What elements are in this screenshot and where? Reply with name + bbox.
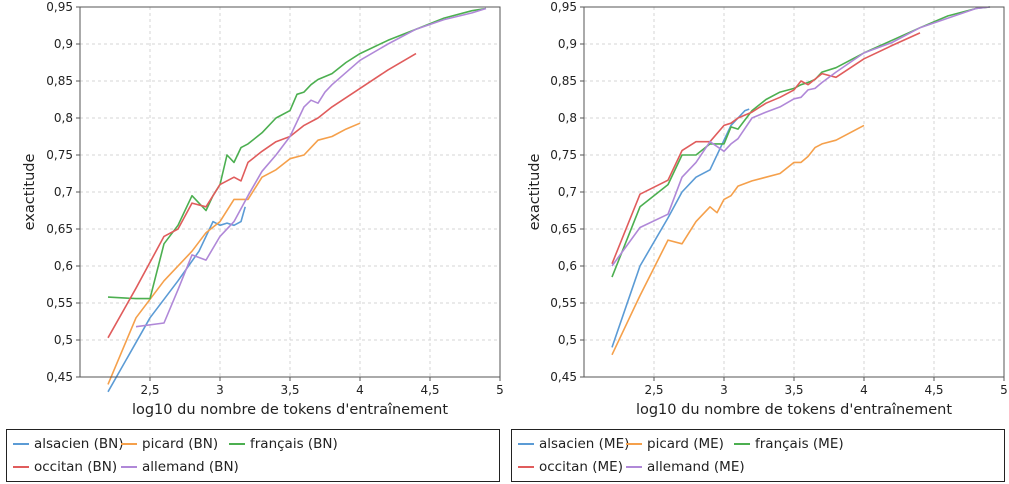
legend-swatch — [734, 443, 750, 445]
y-tick-label: 0,65 — [550, 222, 577, 236]
y-tick-label: 0,55 — [46, 296, 73, 310]
legend-item: picard (BN) — [121, 436, 218, 452]
y-tick-label: 0,8 — [54, 111, 73, 125]
legend-swatch — [121, 443, 137, 445]
legend-item: alsacien (BN) — [13, 436, 124, 452]
x-tick-label: 4 — [860, 383, 868, 397]
y-tick-label: 0,9 — [54, 37, 73, 51]
legend-item: picard (ME) — [626, 436, 724, 452]
legend-swatch — [229, 443, 245, 445]
legend-label: occitan (BN) — [34, 459, 118, 475]
y-tick-label: 0,65 — [46, 222, 73, 236]
y-tick-label: 0,55 — [550, 296, 577, 310]
legend-label: français (BN) — [250, 436, 338, 452]
legend-bn: alsacien (BN) picard (BN) français (BN) occ… — [6, 429, 500, 482]
x-tick-label: 4,5 — [924, 383, 943, 397]
y-tick-label: 0,45 — [46, 370, 73, 384]
y-tick-label: 0,6 — [558, 259, 577, 273]
legend-label: allemand (BN) — [142, 459, 239, 475]
x-tick-label: 5 — [1000, 383, 1008, 397]
x-axis-label: log10 du nombre de tokens d'entraînement — [636, 402, 952, 418]
legend-item: français (BN) — [229, 436, 338, 452]
y-tick-label: 0,85 — [46, 74, 73, 88]
legend-item: allemand (ME) — [626, 459, 745, 475]
series-line-occitan — [107, 52, 417, 339]
x-tick-label: 2,5 — [140, 383, 159, 397]
series-line-picard — [107, 122, 361, 385]
y-tick-label: 0,5 — [54, 333, 73, 347]
series-line-picard — [611, 124, 865, 356]
chart-bn: 2,5 3 3,5 4 4,5 5 0,45 0,5 0,55 0,6 0,65 0,7 0,75 0,8… — [22, 0, 504, 418]
series-line-allemand — [135, 7, 487, 328]
legend-swatch — [518, 443, 534, 445]
legend-swatch — [13, 443, 29, 445]
series-line-occitan — [611, 32, 921, 265]
y-tick-label: 0,8 — [558, 111, 577, 125]
y-tick-label: 0,95 — [46, 0, 73, 14]
legend-swatch — [13, 466, 29, 468]
legend-item: occitan (ME) — [518, 459, 623, 475]
y-tick-label: 0,5 — [558, 333, 577, 347]
series-line-français — [611, 6, 991, 278]
x-tick-label: 4 — [356, 383, 364, 397]
x-tick-label: 2,5 — [644, 383, 663, 397]
legend-label: allemand (ME) — [647, 459, 745, 475]
series-line-allemand — [611, 6, 991, 267]
legend-item: alsacien (ME) — [518, 436, 629, 452]
grid — [80, 6, 501, 378]
x-tick-label: 5 — [496, 383, 504, 397]
legend-item: occitan (BN) — [13, 459, 117, 475]
y-tick-label: 0,75 — [550, 148, 577, 162]
legend-swatch — [626, 466, 642, 468]
legend-label: français (ME) — [755, 436, 844, 452]
series-line-alsacien — [611, 108, 750, 348]
x-tick-label: 4,5 — [420, 383, 439, 397]
grid — [584, 6, 1005, 378]
legend-label: alsacien (BN) — [34, 436, 124, 452]
legend-swatch — [518, 466, 534, 468]
x-tick-label: 3,5 — [784, 383, 803, 397]
legend-label: alsacien (ME) — [539, 436, 630, 452]
legend-item: allemand (BN) — [121, 459, 239, 475]
x-tick-label: 3 — [216, 383, 224, 397]
x-axis-label: log10 du nombre de tokens d'entraînement — [132, 402, 448, 418]
legend-me: alsacien (ME) picard (ME) français (ME) occ… — [511, 429, 1005, 482]
y-tick-label: 0,75 — [46, 148, 73, 162]
legend-item: français (ME) — [734, 436, 844, 452]
legend-swatch — [626, 443, 642, 445]
series-line-alsacien — [107, 206, 246, 393]
y-tick-label: 0,45 — [550, 370, 577, 384]
legend-label: picard (BN) — [142, 436, 219, 452]
y-tick-label: 0,95 — [550, 0, 577, 14]
y-axis-label: exactitude — [527, 154, 543, 231]
series-line-français — [107, 7, 487, 300]
y-tick-label: 0,6 — [54, 259, 73, 273]
y-axis-label: exactitude — [22, 154, 38, 231]
legend-label: occitan (ME) — [539, 459, 623, 475]
x-tick-label: 3 — [720, 383, 728, 397]
legend-label: picard (ME) — [647, 436, 724, 452]
y-tick-label: 0,7 — [54, 185, 73, 199]
y-tick-label: 0,85 — [550, 74, 577, 88]
y-tick-label: 0,9 — [558, 37, 577, 51]
legend-swatch — [121, 466, 137, 468]
chart-me: 2,5 3 3,5 4 4,5 5 0,45 0,5 0,55 0,6 0,65 0,7 0,75 0,8… — [527, 0, 1008, 418]
x-tick-label: 3,5 — [280, 383, 299, 397]
y-tick-label: 0,7 — [558, 185, 577, 199]
